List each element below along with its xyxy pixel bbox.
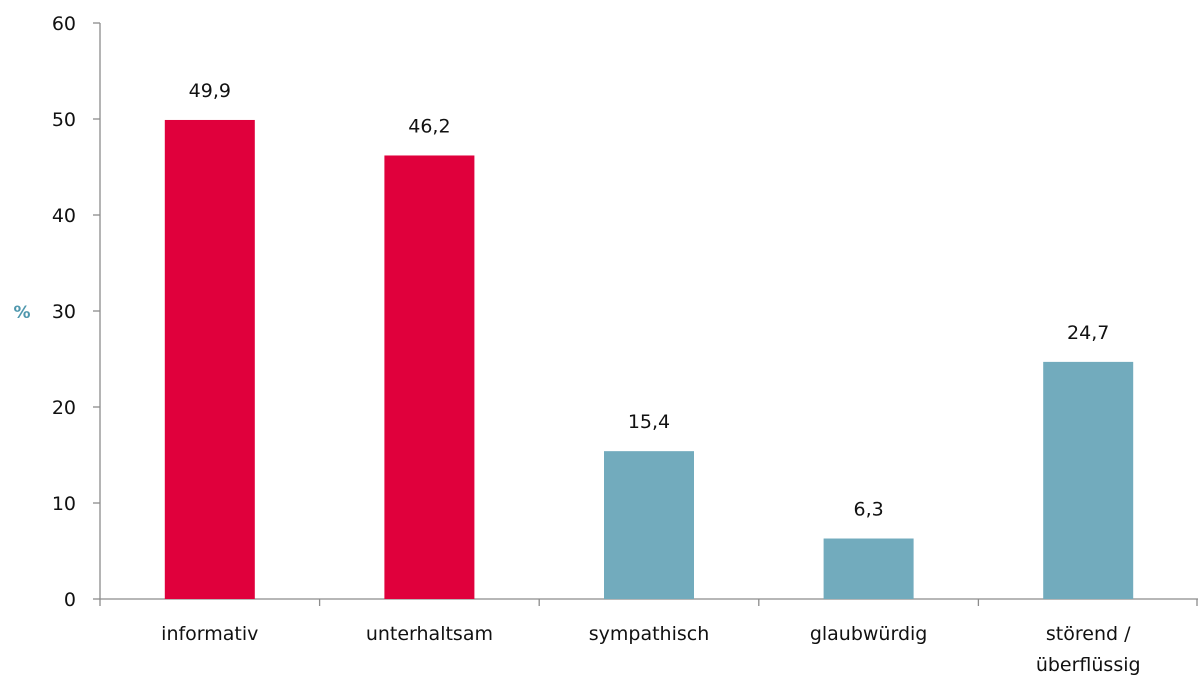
x-category-label: sympathisch — [589, 623, 710, 645]
data-label: 24,7 — [1067, 322, 1109, 344]
y-tick-label: 10 — [52, 493, 76, 515]
y-tick-label: 30 — [52, 301, 76, 323]
y-tick-label: 60 — [52, 13, 76, 35]
x-category-label: informativ — [161, 623, 258, 645]
data-label: 6,3 — [853, 499, 883, 521]
bar — [1043, 361, 1134, 599]
y-tick-label: 40 — [52, 205, 76, 227]
bar — [384, 155, 475, 600]
x-category-label: störend / — [1046, 623, 1131, 645]
x-category-label: glaubwürdig — [810, 623, 928, 645]
y-axis-label: % — [13, 303, 30, 323]
bar — [604, 451, 694, 599]
y-axis: 0 10 20 30 40 50 60 — [52, 13, 101, 611]
x-axis: informativ unterhaltsam sympathisch glaubwü… — [99, 598, 1198, 676]
y-tick-label: 50 — [52, 109, 76, 131]
data-label: 46,2 — [408, 115, 450, 137]
bars — [164, 119, 1134, 600]
y-tick-label: 20 — [52, 397, 76, 419]
x-category-label: überflüssig — [1036, 654, 1141, 676]
bar — [164, 119, 255, 600]
x-category-label: unterhaltsam — [366, 623, 493, 645]
data-labels: 49,9 46,2 15,4 6,3 24,7 — [189, 80, 1110, 521]
data-label: 15,4 — [628, 411, 670, 433]
data-label: 49,9 — [189, 80, 231, 102]
y-tick-label: 0 — [64, 589, 76, 611]
bar — [823, 538, 914, 599]
